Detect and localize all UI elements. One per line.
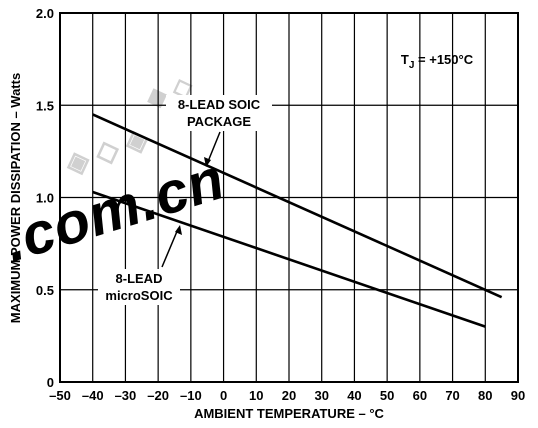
x-tick-label: 40 xyxy=(347,388,361,403)
y-tick-label: 1.5 xyxy=(36,98,54,113)
series-line-soic xyxy=(92,113,503,299)
x-tick-label: 10 xyxy=(249,388,263,403)
soic-label-line2: PACKAGE xyxy=(187,114,251,129)
x-tick-label: –10 xyxy=(180,388,202,403)
x-tick-label: 30 xyxy=(314,388,328,403)
plot-frame xyxy=(59,12,519,383)
soic-label-line1: 8-LEAD SOIC xyxy=(178,97,261,112)
microsoic-label: 8-LEAD microSOIC xyxy=(98,269,180,305)
x-tick-label: –20 xyxy=(147,388,169,403)
y-tick-label: 2.0 xyxy=(36,6,54,21)
condition-sub: J xyxy=(409,60,415,71)
y-tick-label: 0.5 xyxy=(36,283,54,298)
y-tick-label: 1.0 xyxy=(36,191,54,206)
microsoic-label-line2: microSOIC xyxy=(105,288,173,303)
soic-label: 8-LEAD SOIC PACKAGE xyxy=(166,95,272,131)
series-lines xyxy=(92,113,503,328)
tick-labels: –50 –40 –30 –20 –10 0 10 20 30 40 50 60 70 80 90 0 0.5 1.… xyxy=(36,6,525,403)
microsoic-pointer-arrow xyxy=(161,225,182,268)
x-tick-label: –40 xyxy=(82,388,104,403)
x-tick-label: 60 xyxy=(413,388,427,403)
grid-lines xyxy=(60,13,518,382)
x-tick-label: 90 xyxy=(511,388,525,403)
condition-rest: = +150°C xyxy=(414,52,473,67)
x-axis-title: AMBIENT TEMPERATURE – °C xyxy=(194,406,384,421)
x-tick-label: –50 xyxy=(49,388,71,403)
y-tick-label: 0 xyxy=(47,375,54,390)
x-tick-label: 0 xyxy=(220,388,227,403)
x-tick-label: –30 xyxy=(115,388,137,403)
x-tick-label: 20 xyxy=(282,388,296,403)
x-tick-label: 50 xyxy=(380,388,394,403)
series-line-microsoic xyxy=(92,190,486,328)
condition-main: T xyxy=(401,52,409,67)
x-tick-label: 80 xyxy=(478,388,492,403)
x-tick-label: 70 xyxy=(445,388,459,403)
microsoic-label-line1: 8-LEAD xyxy=(116,271,163,286)
y-axis-title: MAXIMUM POWER DISSIPATION – Watts xyxy=(8,73,23,323)
soic-pointer-arrow xyxy=(204,131,221,167)
condition-annotation: TJ = +150°C xyxy=(401,52,474,71)
